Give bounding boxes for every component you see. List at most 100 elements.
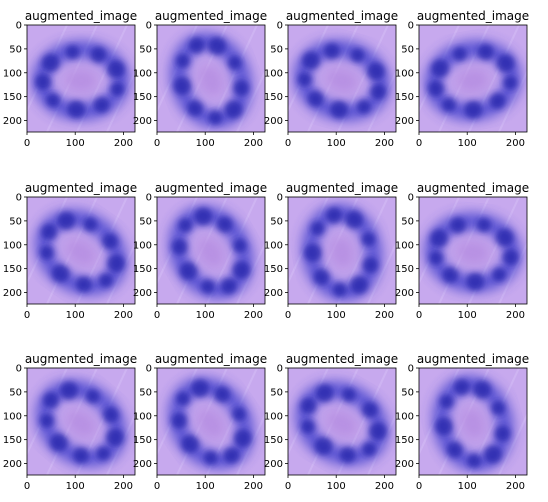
- x-tick-label: 100: [196, 310, 215, 321]
- y-tick-label: 150: [395, 264, 414, 275]
- axes-frame: [287, 24, 397, 133]
- y-tick-label: 100: [264, 240, 283, 251]
- x-tick-label: 0: [154, 138, 160, 149]
- y-tick-label: 0: [408, 193, 414, 204]
- y-tick-label: 100: [3, 240, 22, 251]
- x-tick-label: 100: [458, 310, 477, 321]
- augmented-image: [288, 197, 396, 304]
- y-tick-label: 200: [264, 116, 283, 127]
- axes-frame: [418, 24, 528, 133]
- augmented-image: [157, 368, 265, 475]
- y-tick-label: 150: [3, 264, 22, 275]
- y-tick-label: 150: [395, 92, 414, 103]
- y-tick-label: 100: [395, 240, 414, 251]
- y-tick-label: 200: [133, 459, 152, 470]
- augmented-image: [419, 197, 527, 304]
- y-tick-label: 200: [3, 459, 22, 470]
- x-tick-label: 0: [416, 310, 422, 321]
- panel-title: augmented_image: [286, 352, 398, 366]
- panel-title: augmented_image: [25, 352, 137, 366]
- y-tick-label: 150: [264, 92, 283, 103]
- augmented-image: [27, 197, 135, 304]
- y-tick-label: 200: [395, 459, 414, 470]
- y-tick-label: 50: [401, 44, 414, 55]
- x-tick-label: 100: [196, 138, 215, 149]
- x-tick-label: 0: [154, 481, 160, 492]
- x-tick-label: 0: [416, 138, 422, 149]
- augmented-image: [419, 25, 527, 132]
- x-tick-label: 100: [66, 310, 85, 321]
- y-tick-label: 0: [408, 21, 414, 32]
- augmented-image: [419, 368, 527, 475]
- y-tick-label: 150: [3, 92, 22, 103]
- y-tick-label: 200: [264, 459, 283, 470]
- x-tick-label: 200: [244, 310, 263, 321]
- x-tick-label: 200: [506, 481, 525, 492]
- panel-title: augmented_image: [417, 352, 529, 366]
- y-tick-label: 0: [277, 364, 283, 375]
- panel-title: augmented_image: [155, 181, 267, 195]
- axes-frame: [156, 24, 266, 133]
- y-tick-label: 50: [401, 216, 414, 227]
- augmented-image: [27, 368, 135, 475]
- x-tick-label: 200: [114, 310, 133, 321]
- y-tick-label: 50: [9, 387, 22, 398]
- y-tick-label: 50: [270, 44, 283, 55]
- y-tick-label: 150: [133, 264, 152, 275]
- panel-title: augmented_image: [286, 181, 398, 195]
- augmented-image: [288, 25, 396, 132]
- y-tick-label: 150: [395, 435, 414, 446]
- augmented-image: [157, 197, 265, 304]
- y-tick-label: 50: [270, 216, 283, 227]
- y-tick-label: 200: [3, 288, 22, 299]
- y-tick-label: 150: [133, 92, 152, 103]
- x-tick-label: 0: [285, 310, 291, 321]
- axes-frame: [287, 196, 397, 305]
- y-tick-label: 150: [3, 435, 22, 446]
- y-tick-label: 100: [264, 411, 283, 422]
- y-tick-label: 0: [146, 193, 152, 204]
- x-tick-label: 200: [375, 310, 394, 321]
- x-tick-label: 100: [458, 481, 477, 492]
- x-tick-label: 200: [114, 481, 133, 492]
- x-tick-label: 200: [114, 138, 133, 149]
- y-tick-label: 100: [395, 68, 414, 79]
- y-tick-label: 0: [16, 364, 22, 375]
- x-tick-label: 100: [66, 138, 85, 149]
- panel-title: augmented_image: [286, 9, 398, 23]
- y-tick-label: 0: [16, 21, 22, 32]
- y-tick-label: 100: [3, 68, 22, 79]
- y-tick-label: 0: [16, 193, 22, 204]
- x-tick-label: 0: [24, 310, 30, 321]
- y-tick-label: 150: [133, 435, 152, 446]
- x-tick-label: 200: [375, 481, 394, 492]
- y-tick-label: 100: [264, 68, 283, 79]
- y-tick-label: 0: [146, 364, 152, 375]
- panel-title: augmented_image: [25, 181, 137, 195]
- y-tick-label: 200: [133, 288, 152, 299]
- y-tick-label: 100: [133, 411, 152, 422]
- y-tick-label: 50: [9, 44, 22, 55]
- y-tick-label: 0: [277, 21, 283, 32]
- y-tick-label: 100: [133, 68, 152, 79]
- axes-frame: [26, 24, 136, 133]
- panel-title: augmented_image: [25, 9, 137, 23]
- y-tick-label: 50: [139, 216, 152, 227]
- axes-frame: [418, 367, 528, 476]
- x-tick-label: 100: [327, 310, 346, 321]
- augmented-image: [288, 368, 396, 475]
- x-tick-label: 200: [244, 138, 263, 149]
- x-tick-label: 100: [458, 138, 477, 149]
- x-tick-label: 100: [196, 481, 215, 492]
- y-tick-label: 0: [277, 193, 283, 204]
- y-tick-label: 50: [270, 387, 283, 398]
